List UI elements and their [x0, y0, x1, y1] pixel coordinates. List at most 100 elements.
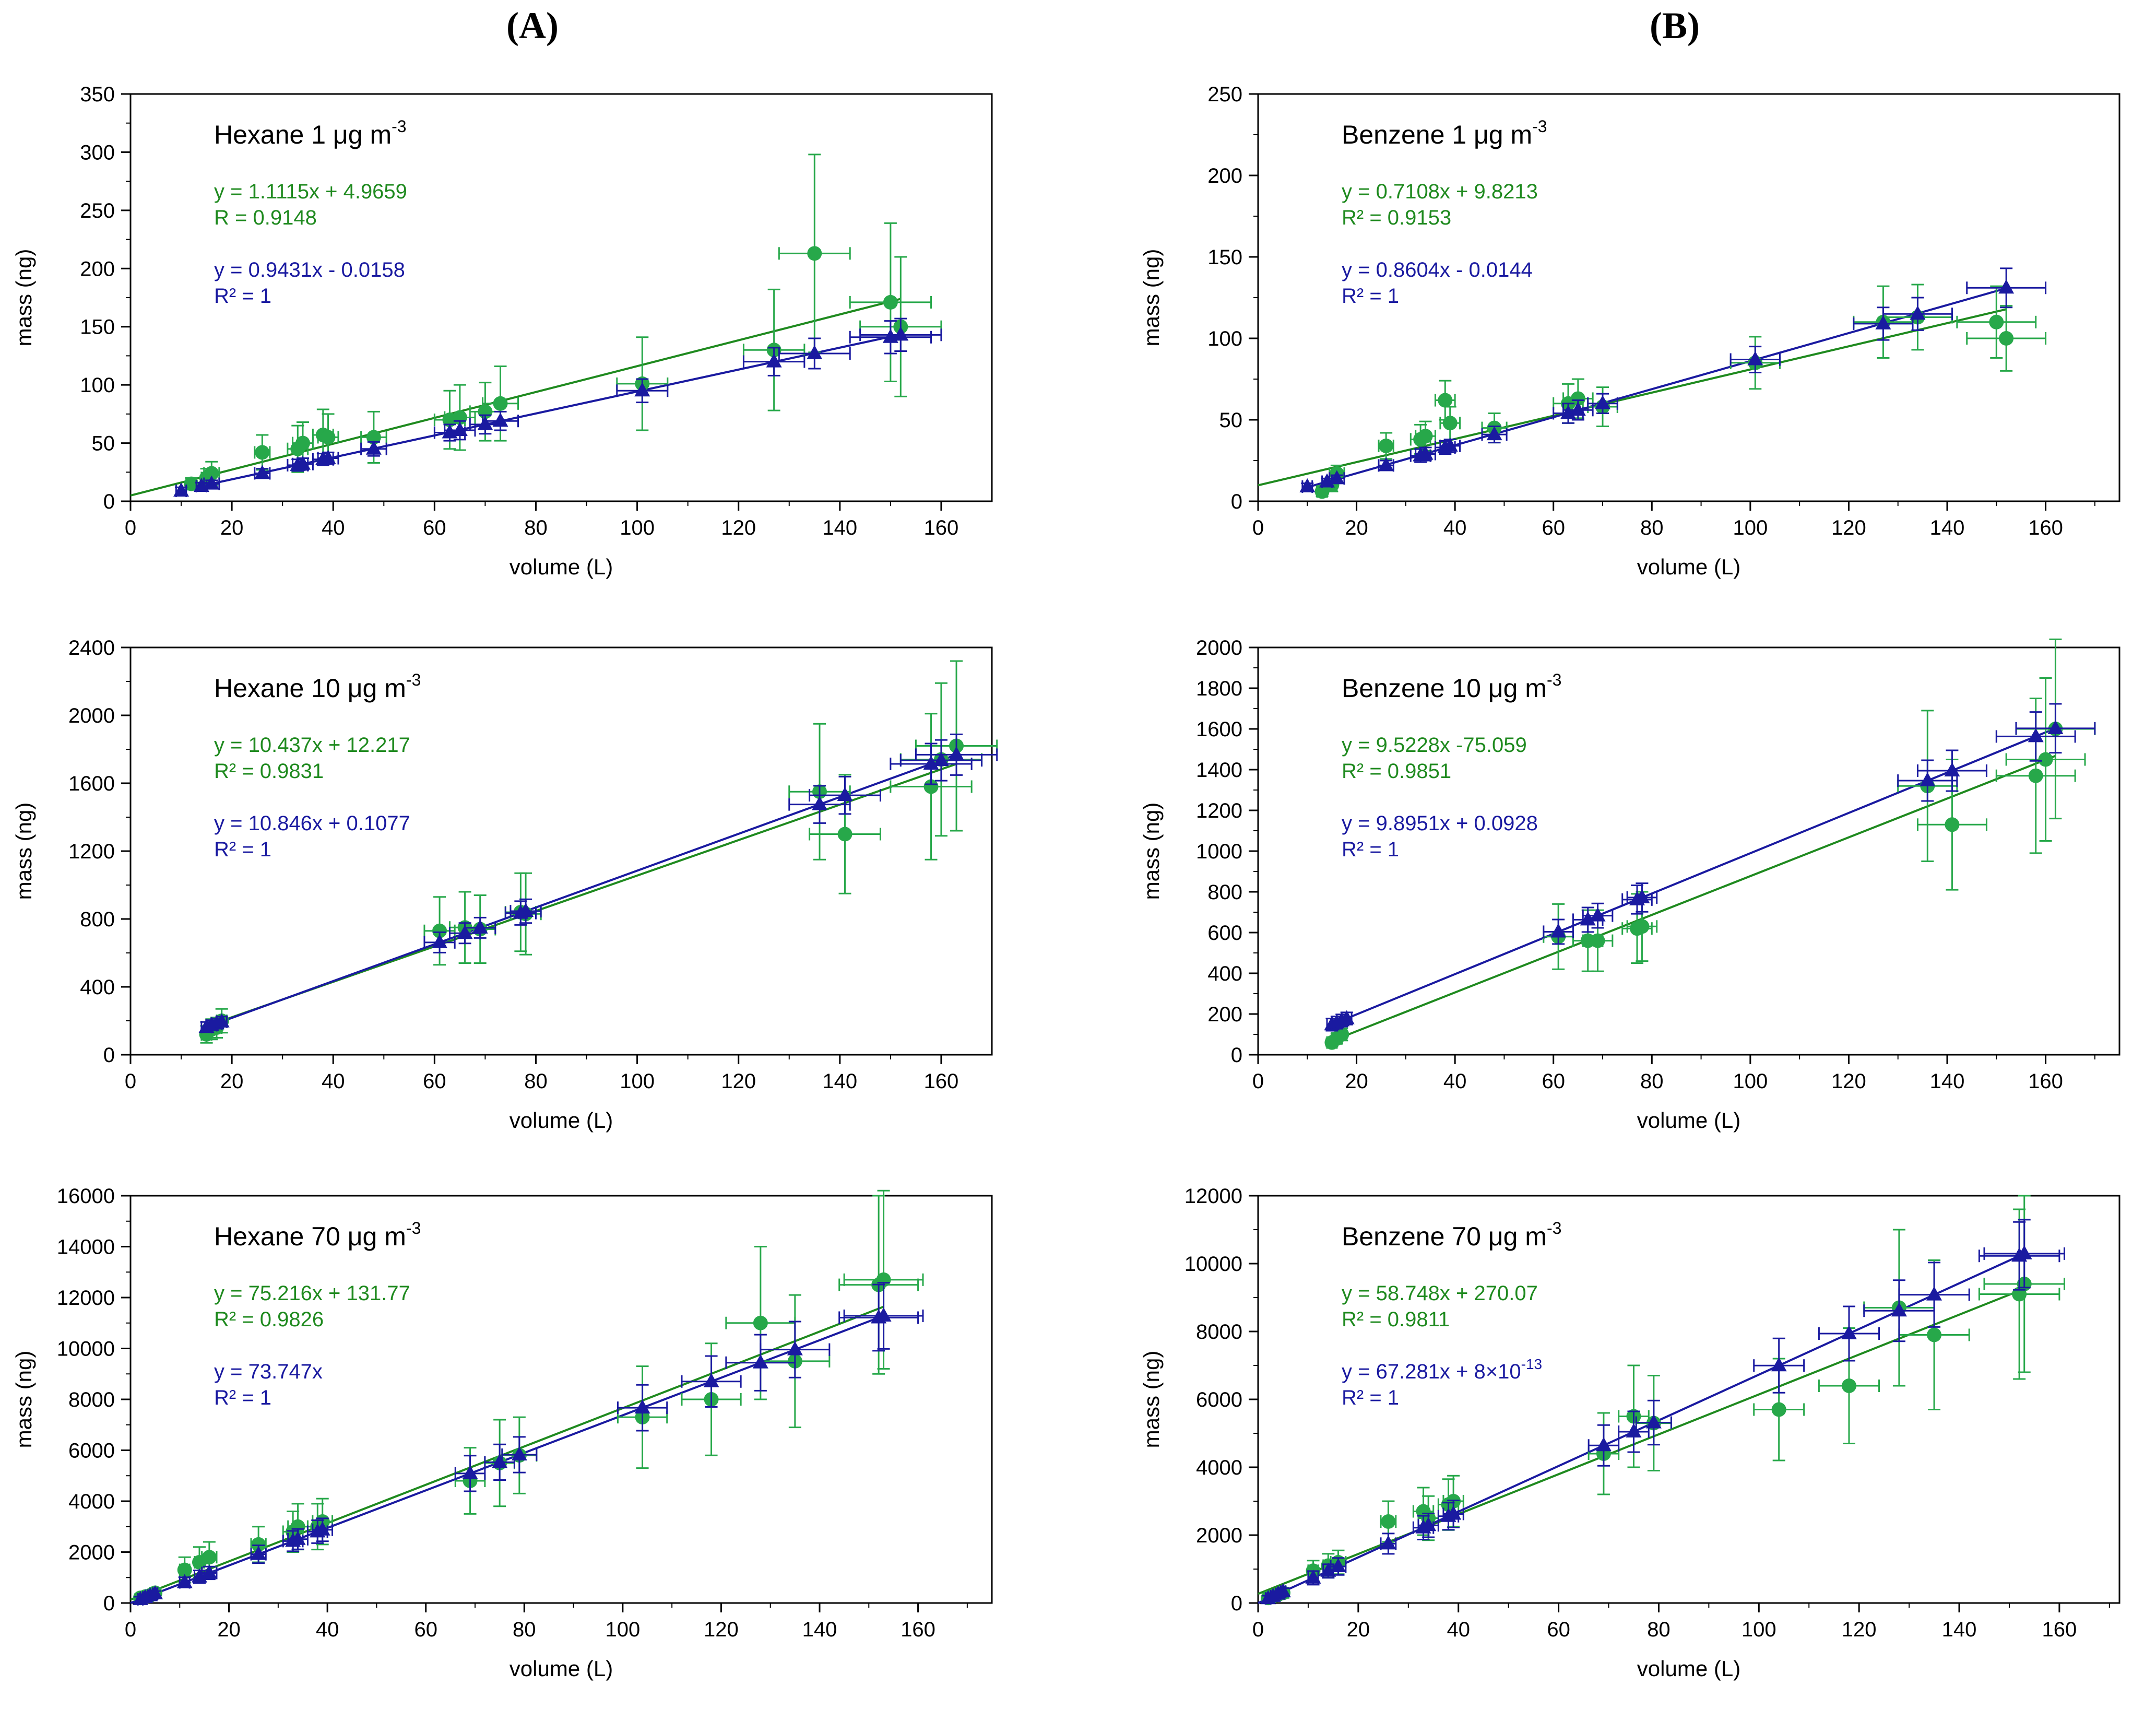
- data-point-green: [432, 923, 447, 938]
- y-tick-label: 200: [80, 257, 115, 280]
- y-tick-label: 0: [103, 1592, 115, 1615]
- x-tick-label: 60: [1547, 1618, 1570, 1641]
- x-tick-label: 100: [1733, 1070, 1768, 1093]
- data-point-blue: [173, 482, 189, 497]
- x-tick-label: 60: [1542, 1070, 1565, 1093]
- data-point-green: [2038, 752, 2053, 767]
- x-axis-title: volume (L): [1637, 555, 1740, 579]
- x-tick-label: 140: [822, 516, 857, 539]
- y-tick-label: 4000: [68, 1490, 115, 1513]
- chart-title-text: Hexane 10 μg m: [214, 674, 406, 703]
- y-tick-label: 2000: [68, 1541, 115, 1564]
- y-axis-title: mass (ng): [11, 1351, 36, 1448]
- equation-green: y = 9.5228x -75.059: [1342, 734, 1527, 757]
- x-tick-label: 0: [125, 516, 136, 539]
- fit-line-blue: [1307, 287, 2007, 489]
- equation-green: y = 1.1115x + 4.9659: [214, 180, 407, 203]
- equation-blue-text: y = 67.281x + 8×10: [1342, 1360, 1521, 1383]
- chart-title-text: Hexane 1 μg m: [214, 120, 392, 149]
- x-tick-label: 40: [322, 516, 345, 539]
- x-tick-label: 120: [721, 1070, 756, 1093]
- fit-line-blue: [181, 333, 901, 491]
- x-tick-label: 80: [524, 516, 548, 539]
- data-point-green: [753, 1315, 768, 1330]
- data-point-green: [321, 430, 336, 445]
- x-tick-label: 80: [1640, 516, 1664, 539]
- data-point-green: [493, 396, 508, 411]
- equation-blue: y = 0.9431x - 0.0158: [214, 258, 405, 281]
- x-tick-label: 0: [1252, 1070, 1264, 1093]
- fit-line-green: [1258, 308, 2007, 487]
- data-point-blue: [1299, 478, 1316, 492]
- chart-title-superscript: -3: [406, 1219, 421, 1237]
- data-point-green: [883, 294, 898, 310]
- data-point-blue: [2028, 728, 2044, 742]
- x-tick-label: 120: [1831, 516, 1866, 539]
- data-point-green: [2028, 768, 2043, 783]
- chart-panel-b1: 0 50 100 150 200 250 0 20 40 60 80 100 120 140 160 volu…: [1139, 83, 2121, 579]
- data-point-green: [204, 466, 219, 481]
- equation-blue: y = 67.281x + 8×10-13: [1342, 1356, 1542, 1383]
- y-tick-label: 14000: [57, 1236, 115, 1259]
- chart-title-text: Benzene 10 μg m: [1342, 674, 1547, 703]
- y-tick-label: 0: [1231, 1592, 1242, 1615]
- r-value-green: R = 0.9148: [214, 206, 317, 229]
- data-point-blue: [204, 475, 220, 490]
- x-tick-label: 20: [1345, 516, 1368, 539]
- equation-blue: y = 9.8951x + 0.0928: [1342, 812, 1538, 835]
- data-point-blue: [492, 412, 508, 427]
- y-tick-label: 0: [103, 490, 115, 513]
- data-point-blue: [1550, 923, 1567, 938]
- y-axis-title: mass (ng): [1139, 249, 1164, 347]
- data-point-blue: [1595, 395, 1610, 409]
- chart-panel-a2: 0 400 800 1200 1600 2000 2400 0 20 40 60 80 100 120 14…: [11, 637, 998, 1133]
- data-point-blue: [214, 1013, 230, 1028]
- y-tick-label: 12000: [1184, 1185, 1242, 1208]
- data-point-blue: [1998, 279, 2015, 294]
- r-value-green: R² = 0.9811: [1342, 1308, 1450, 1331]
- equation-blue-text: y = 73.747x: [214, 1360, 323, 1383]
- data-point-green: [1570, 391, 1585, 406]
- data-point-blue: [1771, 1357, 1787, 1372]
- x-tick-label: 160: [2042, 1618, 2077, 1641]
- x-tick-label: 120: [1842, 1618, 1877, 1641]
- data-point-blue: [933, 752, 949, 767]
- data-point-blue: [1841, 1325, 1857, 1339]
- column-label-a: (A): [506, 5, 559, 46]
- x-axis-title: volume (L): [510, 1108, 613, 1133]
- y-tick-label: 150: [80, 316, 115, 339]
- data-point-blue: [201, 1564, 217, 1579]
- chart-title-text: Benzene 1 μg m: [1342, 120, 1532, 149]
- x-tick-label: 60: [423, 516, 446, 539]
- chart-title: Benzene 70 μg m-3: [1342, 1219, 1561, 1251]
- data-point-green: [1418, 429, 1433, 444]
- data-point-blue: [1378, 457, 1394, 472]
- x-tick-label: 40: [1443, 516, 1467, 539]
- data-point-green: [177, 1562, 192, 1577]
- data-point-blue: [1380, 1535, 1396, 1550]
- data-point-green: [923, 779, 939, 794]
- x-tick-label: 140: [1930, 516, 1965, 539]
- y-tick-label: 2000: [1196, 1524, 1242, 1547]
- data-point-green: [251, 1537, 266, 1552]
- data-point-blue: [1944, 762, 1960, 776]
- equation-blue: y = 0.8604x - 0.0144: [1342, 258, 1533, 281]
- x-tick-label: 80: [524, 1070, 548, 1093]
- y-axis-title: mass (ng): [1139, 803, 1164, 900]
- y-axis-title: mass (ng): [11, 803, 36, 900]
- chart-title-superscript: -3: [406, 670, 421, 689]
- data-point-blue: [1645, 1414, 1662, 1429]
- x-tick-label: 100: [605, 1618, 640, 1641]
- data-point-blue: [1320, 1562, 1336, 1577]
- data-point-blue: [2047, 720, 2064, 734]
- data-point-blue: [1926, 1286, 1942, 1301]
- data-point-blue: [320, 450, 336, 464]
- x-tick-label: 100: [620, 1070, 655, 1093]
- data-point-blue: [452, 422, 468, 437]
- y-tick-label: 1200: [68, 840, 115, 863]
- x-tick-label: 160: [924, 1070, 959, 1093]
- data-point-blue: [1442, 437, 1458, 452]
- r-value-green: R² = 0.9826: [214, 1308, 324, 1331]
- data-point-blue: [472, 919, 488, 934]
- y-tick-label: 0: [1231, 1044, 1242, 1067]
